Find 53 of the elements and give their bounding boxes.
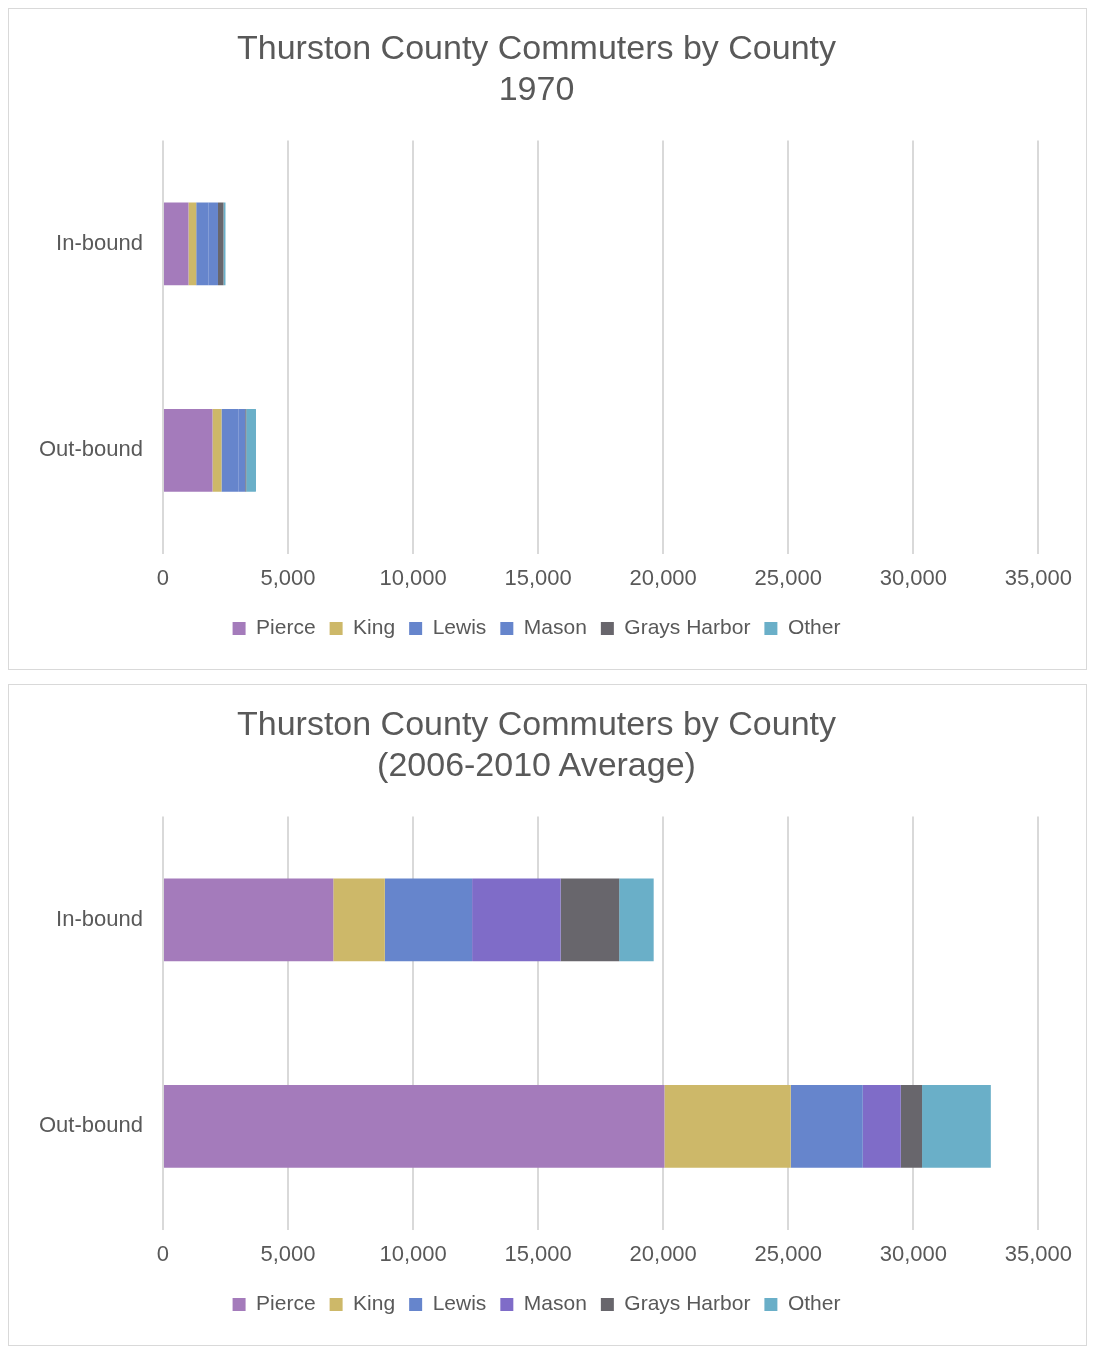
x-tick-label: 25,000 xyxy=(754,564,822,590)
legend-label: Pierce xyxy=(256,615,316,639)
bar xyxy=(333,878,385,962)
bar xyxy=(384,878,473,962)
x-tick-label: 10,000 xyxy=(379,1240,447,1266)
bar xyxy=(217,202,224,286)
x-tick-label: 30,000 xyxy=(879,1240,947,1266)
x-tick-label: 5,000 xyxy=(260,564,316,590)
bar xyxy=(163,878,334,962)
legend-label: King xyxy=(353,1291,396,1315)
y-tick-label: Out-bound xyxy=(38,436,143,462)
bar xyxy=(922,1085,991,1168)
legend-label: Other xyxy=(787,615,841,639)
x-tick-label: 15,000 xyxy=(504,1240,572,1266)
bar xyxy=(900,1085,923,1168)
legend-label: Mason xyxy=(523,615,587,639)
x-tick-label: 10,000 xyxy=(379,564,447,590)
x-tick-label: 25,000 xyxy=(754,1240,822,1266)
x-tick-label: 5,000 xyxy=(260,1240,316,1266)
x-tick-label: 15,000 xyxy=(504,564,572,590)
chart-title: Thurston County Commuters by County (2006-2010 Average) xyxy=(236,703,837,783)
y-tick-label: Out-bound xyxy=(38,1112,143,1138)
x-tick-label: 20,000 xyxy=(629,564,697,590)
x-tick-label: 0 xyxy=(156,1240,170,1266)
legend-label: Grays Harbor xyxy=(624,615,751,639)
x-tick-label: 35,000 xyxy=(1004,1240,1072,1266)
bar xyxy=(163,409,213,492)
legend-label: King xyxy=(353,615,396,639)
chart-title: Thurston County Commuters by County 1970 xyxy=(236,27,837,107)
x-tick-label: 30,000 xyxy=(879,564,947,590)
bar xyxy=(560,878,620,962)
bar xyxy=(862,1085,901,1168)
bar xyxy=(619,878,654,962)
bar xyxy=(246,409,257,492)
x-tick-label: 35,000 xyxy=(1004,564,1072,590)
y-tick-label: In-bound xyxy=(56,905,143,931)
bar xyxy=(223,202,226,286)
x-tick-label: 0 xyxy=(156,564,170,590)
bar xyxy=(664,1085,791,1168)
legend-label: Mason xyxy=(523,1291,587,1315)
legend-label: Other xyxy=(787,1291,841,1315)
y-tick-label: In-bound xyxy=(56,229,143,255)
bar xyxy=(472,878,561,962)
bar xyxy=(188,202,197,286)
bar xyxy=(163,202,189,286)
bar xyxy=(790,1085,863,1168)
bar xyxy=(212,409,222,492)
bar xyxy=(163,1085,665,1168)
legend-label: Grays Harbor xyxy=(624,1291,751,1315)
x-tick-label: 20,000 xyxy=(629,1240,697,1266)
legend-label: Lewis xyxy=(432,615,487,639)
legend-label: Pierce xyxy=(256,1291,316,1315)
legend-label: Lewis xyxy=(432,1291,487,1315)
